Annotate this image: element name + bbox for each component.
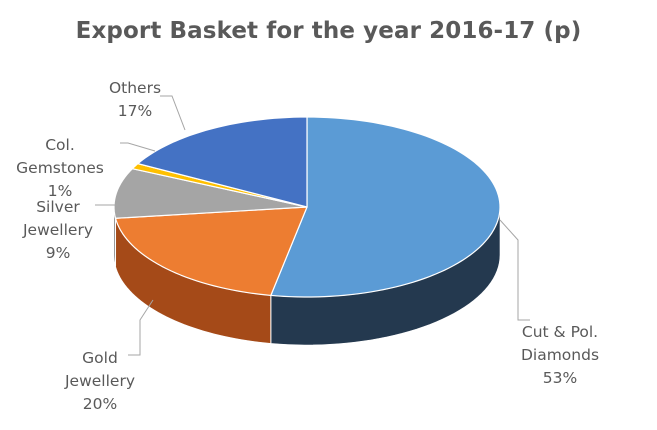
leader-line-col-gemstones bbox=[120, 142, 156, 152]
data-label-category: Cut & Pol. bbox=[522, 323, 598, 341]
data-label-percent: 20% bbox=[83, 395, 117, 413]
chart-title: Export Basket for the year 2016-17 (p) bbox=[75, 18, 582, 44]
pie-slice-cut-pol-diamonds bbox=[270, 116, 501, 298]
data-label-category: Diamonds bbox=[521, 346, 599, 364]
data-label-silver-jewellery: Silver Jewellery 9% bbox=[22, 198, 93, 262]
data-label-gold-jewellery: Gold Jewellery 20% bbox=[64, 349, 135, 413]
leader-line-cut-pol-diamonds bbox=[499, 219, 530, 321]
data-label-others: Others 17% bbox=[109, 79, 161, 120]
leader-line-gold-jewellery bbox=[128, 299, 154, 356]
data-label-category: Col. bbox=[45, 136, 75, 154]
data-label-cut-pol-diamonds: Cut & Pol. Diamonds 53% bbox=[521, 323, 599, 387]
data-label-category: Silver bbox=[36, 198, 80, 216]
data-label-category: Jewellery bbox=[64, 372, 135, 390]
data-label-category: Jewellery bbox=[22, 221, 93, 239]
data-label-col-gemstones: Col. Gemstones 1% bbox=[16, 136, 104, 200]
leader-line-others bbox=[160, 95, 186, 131]
pie-slice-silver-jewellery bbox=[113, 168, 308, 219]
data-label-category: Others bbox=[109, 79, 161, 97]
data-label-category: Gold bbox=[82, 349, 118, 367]
data-label-percent: 17% bbox=[118, 102, 152, 120]
data-label-category: Gemstones bbox=[16, 159, 104, 177]
data-label-percent: 9% bbox=[46, 244, 71, 262]
pie-slice-others bbox=[137, 116, 308, 208]
pie-slice-gold-jewellery bbox=[114, 206, 308, 297]
data-label-percent: 1% bbox=[48, 182, 73, 200]
data-label-percent: 53% bbox=[543, 369, 577, 387]
